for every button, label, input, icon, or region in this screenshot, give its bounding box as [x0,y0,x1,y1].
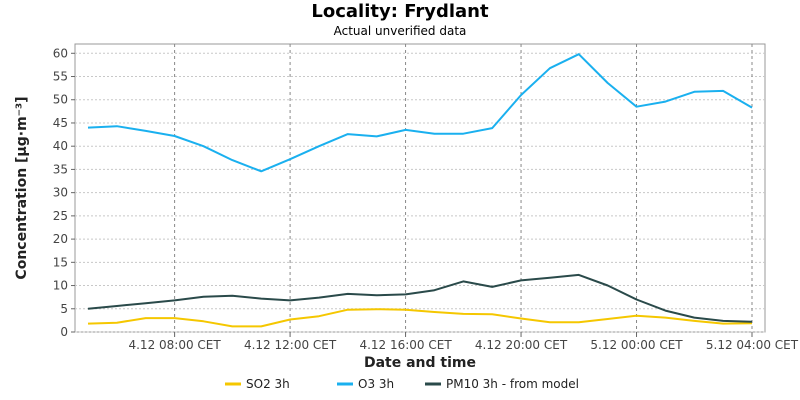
y-tick-label: 25 [53,209,68,223]
y-tick-label: 5 [60,302,68,316]
legend-label: O3 3h [358,377,394,391]
series-lines [87,53,753,328]
chart-subtitle: Actual unverified data [333,24,467,38]
y-tick-label: 35 [53,162,68,176]
y-tick-label: 55 [53,70,68,84]
y-tick-label: 40 [53,139,68,153]
legend-label: SO2 3h [246,377,290,391]
x-axis-ticks: 4.12 08:00 CET 4.12 12:00 CET 4.12 16:00 C… [128,332,799,352]
x-axis-title: Date and time [364,355,476,371]
y-tick-label: 15 [53,255,68,269]
y-tick-label: 20 [53,232,68,246]
y-axis-ticks: 0 5 10 15 20 25 30 35 40 45 50 55 60 [53,46,75,339]
y-tick-label: 45 [53,116,68,130]
x-tick-label: 4.12 16:00 CET [359,338,452,352]
y-tick-label: 30 [53,186,68,200]
y-tick-label: 60 [53,46,68,60]
series-line-o3-3h [87,53,753,173]
chart-title: Locality: Frydlant [311,1,489,22]
legend-label: PM10 3h - from model [446,377,579,391]
y-tick-label: 0 [60,325,68,339]
x-tick-label: 5.12 04:00 CET [706,338,799,352]
plot-area [74,43,766,333]
y-tick-label: 50 [53,93,68,107]
series-line-so2-3h [87,308,753,328]
x-tick-label: 5.12 00:00 CET [590,338,683,352]
y-tick-label: 10 [53,279,68,293]
legend: SO2 3h O3 3h PM10 3h - from model [225,377,579,391]
x-tick-label: 4.12 08:00 CET [128,338,221,352]
y-axis-title: Concentration [µg·m⁻³] [14,96,30,279]
x-tick-label: 4.12 12:00 CET [244,338,337,352]
series-line-pm10-3h-from-model [87,273,753,323]
grid-lines [75,44,765,333]
x-tick-label: 4.12 20:00 CET [475,338,568,352]
